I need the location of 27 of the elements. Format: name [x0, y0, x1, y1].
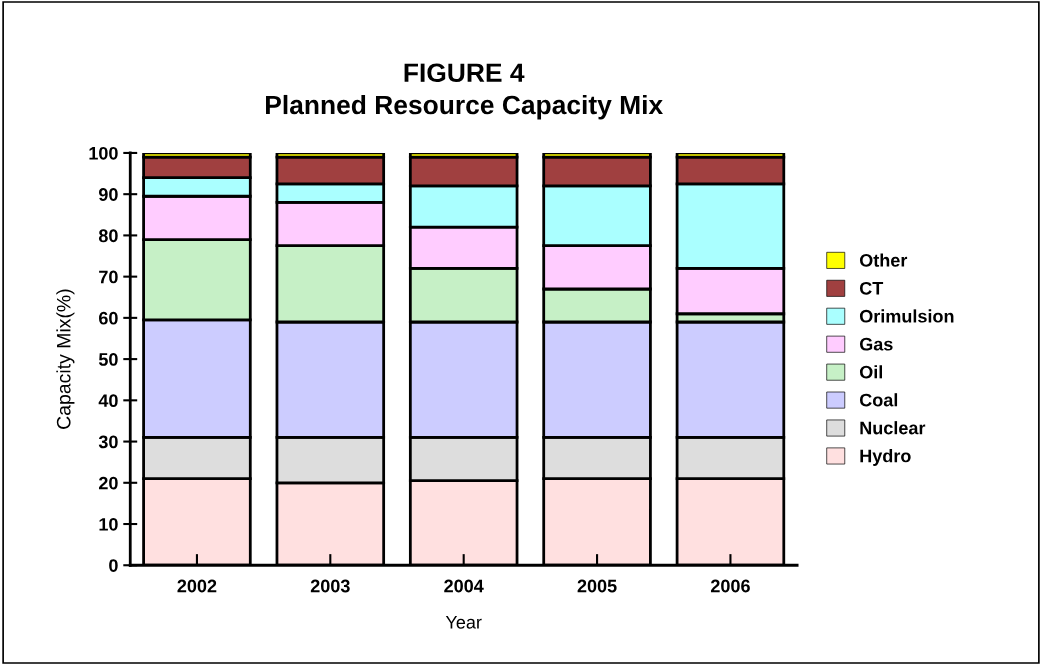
y-tick-label: 80 [98, 229, 118, 243]
y-tick-label: 30 [98, 435, 118, 449]
legend-label: Other [859, 253, 908, 267]
legend-label: CT [859, 281, 884, 295]
y-tick-label: 90 [98, 188, 118, 201]
x-axis-title: Year [445, 616, 482, 629]
y-axis-title: Capacity Mix(%) [56, 289, 75, 429]
x-tick-label: 2006 [710, 579, 750, 593]
chart-title: FIGURE 4 Planned Resource Capacity Mix [266, 63, 663, 120]
legend-label: Hydro [860, 449, 911, 466]
y-tick-label: 50 [98, 353, 118, 366]
y-tick-label: 60 [99, 311, 118, 325]
y-tick-label: 100 [89, 146, 118, 160]
legend-label: Nuclear [860, 421, 926, 435]
y-tick-label: 40 [98, 394, 118, 408]
y-tick-label: 20 [98, 476, 118, 490]
legend-label: Coal [859, 393, 898, 407]
x-tick-label: 2004 [444, 579, 484, 593]
y-tick-label: 10 [99, 517, 118, 531]
x-tick-label: 2005 [577, 579, 617, 593]
legend-label: Oil [859, 365, 883, 379]
x-tick-label: 2002 [177, 579, 217, 593]
y-tick-label: 0 [109, 559, 118, 572]
legend-label: Orimulsion [859, 309, 954, 323]
x-tick-label: 2003 [310, 579, 350, 593]
y-tick-label: 70 [99, 270, 118, 284]
legend-label: Gas [859, 337, 893, 351]
